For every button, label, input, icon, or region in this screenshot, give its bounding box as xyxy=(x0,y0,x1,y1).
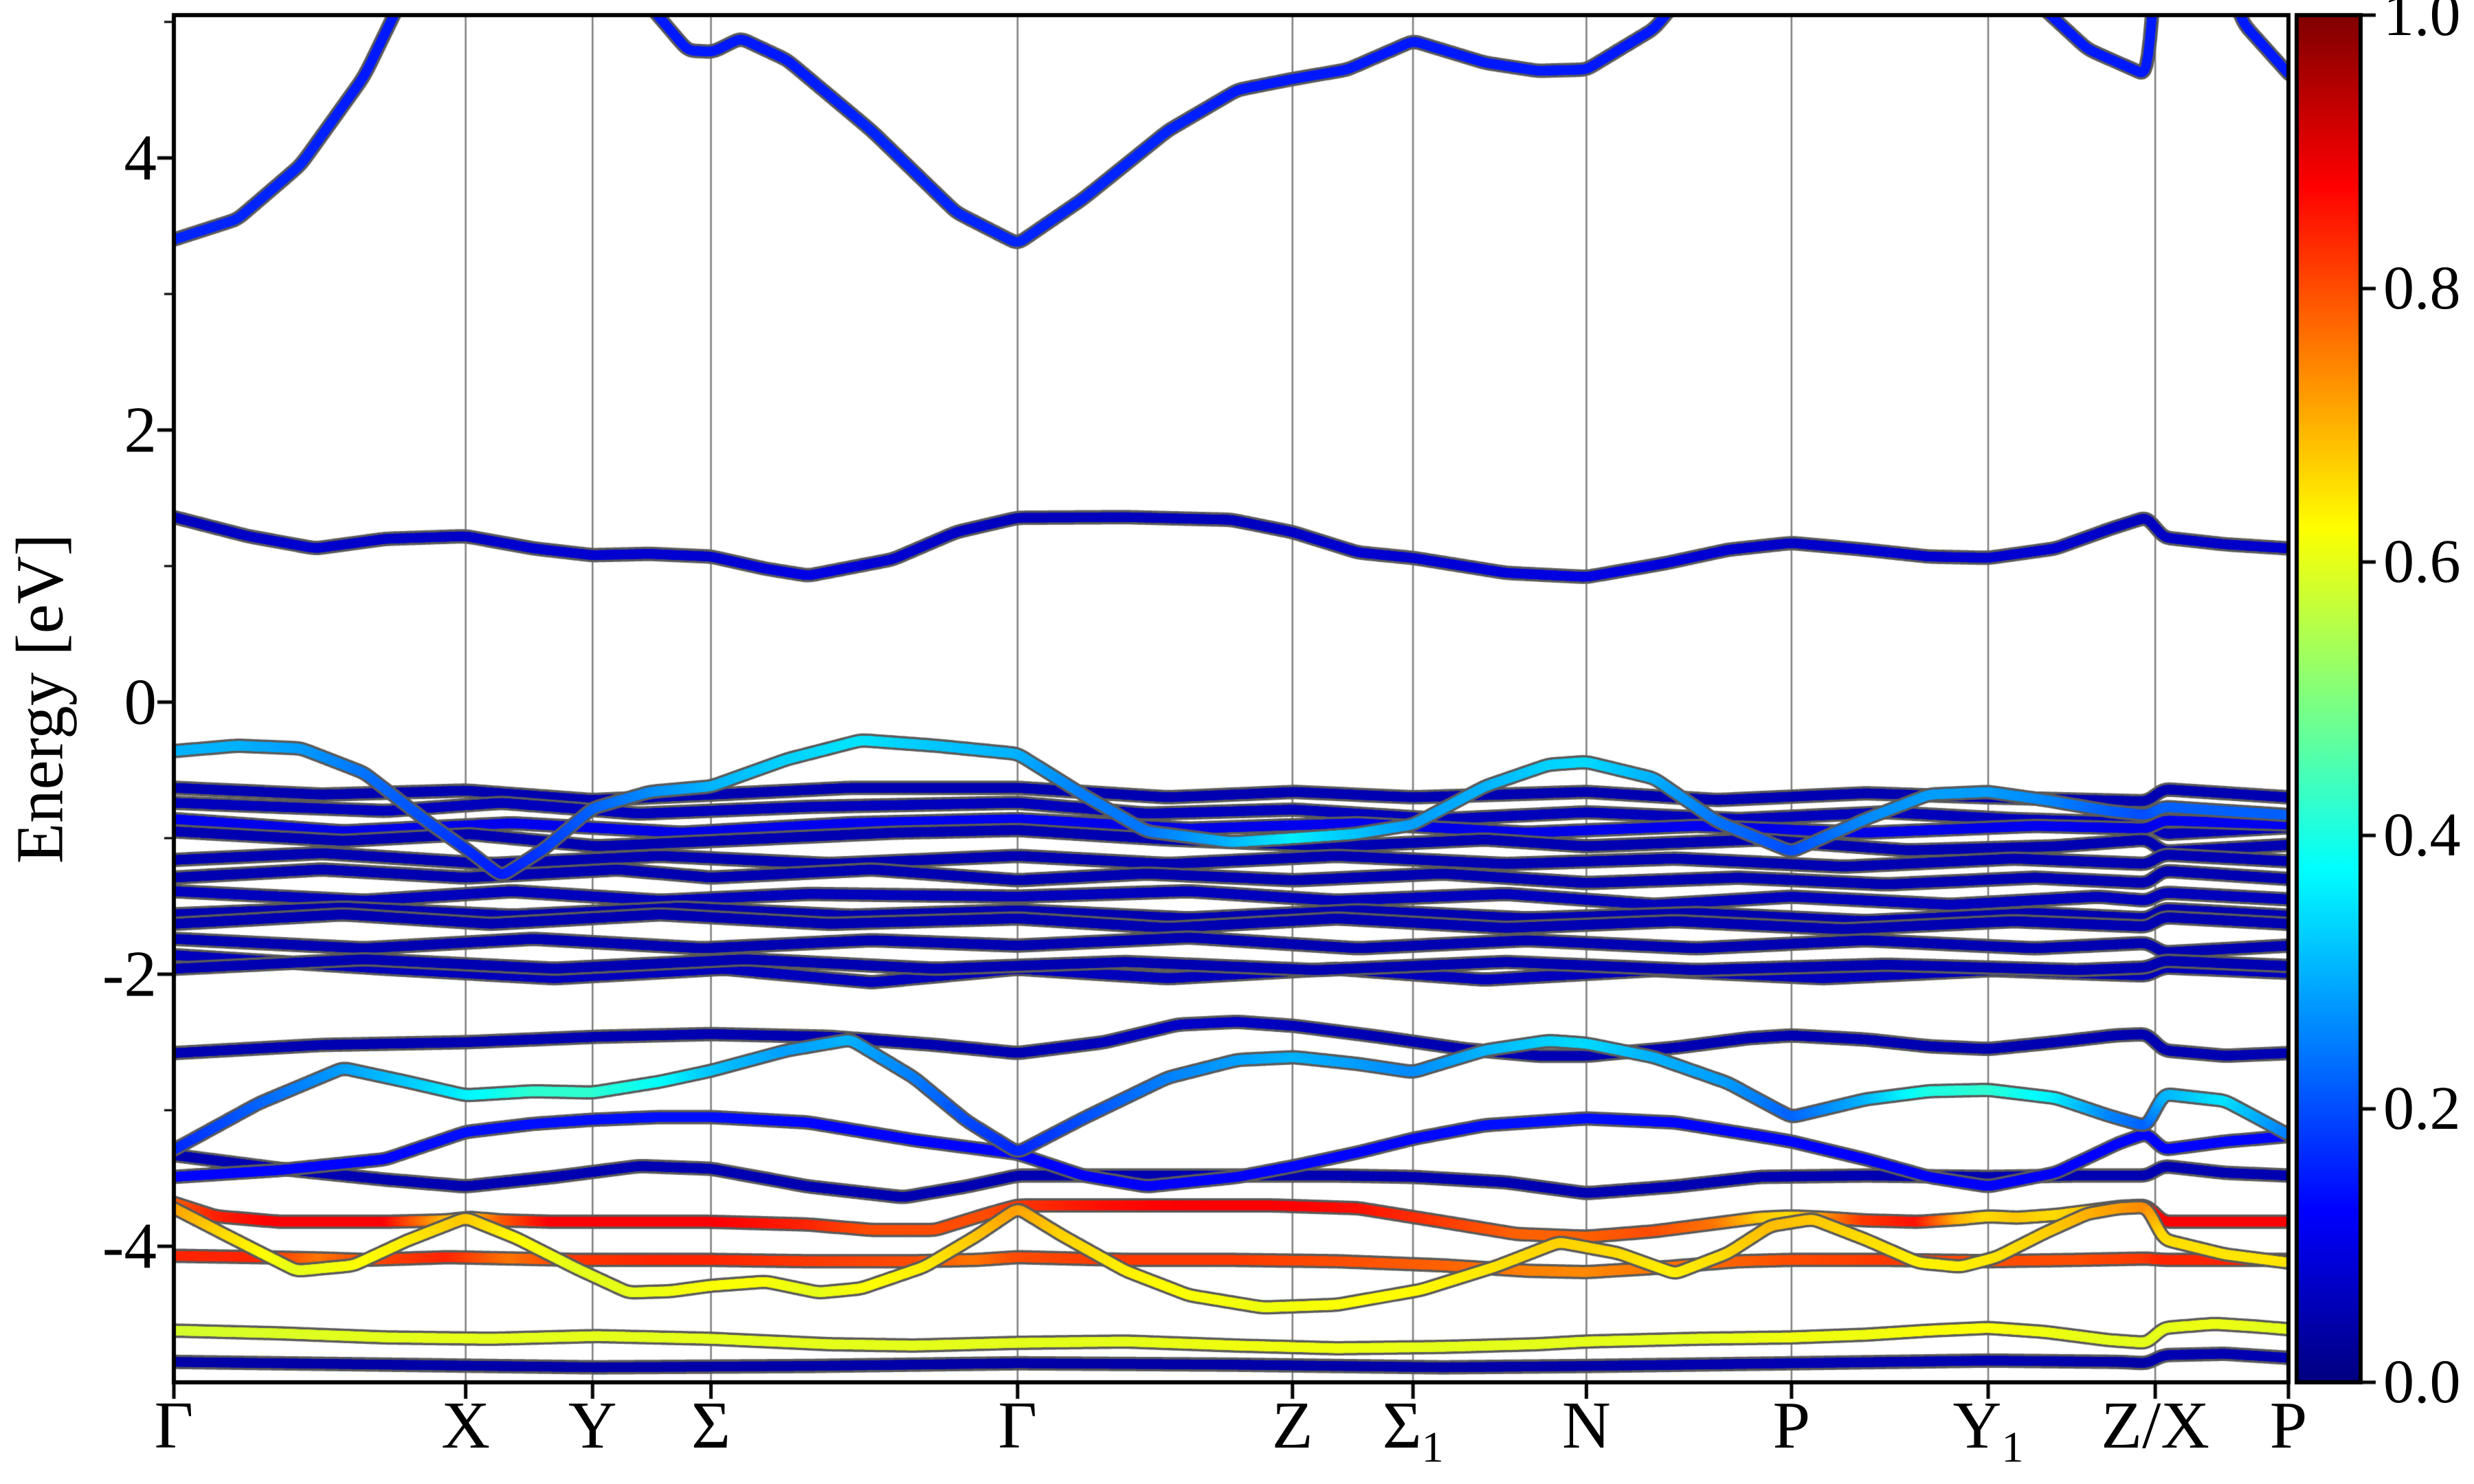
x-tick-label-N: N xyxy=(1562,1389,1611,1463)
x-tick-label-subscript: 1 xyxy=(1421,1422,1444,1472)
y-tick-label-0: 0 xyxy=(124,665,157,739)
x-tick-label-Σ1: Σ1 xyxy=(1382,1389,1444,1472)
x-tick-label-Σ: Σ xyxy=(691,1389,731,1463)
y-tick-label--2: -2 xyxy=(102,937,157,1011)
colorbar-tick-label-0.0: 0.0 xyxy=(2383,1348,2461,1416)
colorbar-tick-label-0.6: 0.6 xyxy=(2383,528,2461,596)
y-tick-label--4: -4 xyxy=(102,1209,157,1283)
colorbar-tick-label-0.4: 0.4 xyxy=(2383,801,2461,869)
x-tick-label-subscript: 1 xyxy=(2001,1422,2024,1472)
y-tick-label-4: 4 xyxy=(124,121,157,194)
colorbar-tick-label-0.2: 0.2 xyxy=(2383,1075,2461,1143)
x-tick-label-Y1: Y1 xyxy=(1952,1389,2024,1472)
x-tick-label-P: P xyxy=(2269,1389,2308,1463)
x-tick-label-Γ: Γ xyxy=(154,1389,194,1463)
y-tick-label-2: 2 xyxy=(124,393,157,466)
x-tick-label-Y: Y xyxy=(568,1389,617,1463)
colorbar-tick-label-0.8: 0.8 xyxy=(2383,254,2461,322)
x-tick-label-Γ: Γ xyxy=(998,1389,1038,1463)
x-tick-label-Z/X: Z/X xyxy=(2101,1389,2210,1463)
x-tick-label-P: P xyxy=(1772,1389,1811,1463)
colorbar-tick-label-1.0: 1.0 xyxy=(2383,0,2461,49)
x-tick-label-Z: Z xyxy=(1271,1389,1313,1463)
x-tick-label-X: X xyxy=(441,1389,491,1463)
